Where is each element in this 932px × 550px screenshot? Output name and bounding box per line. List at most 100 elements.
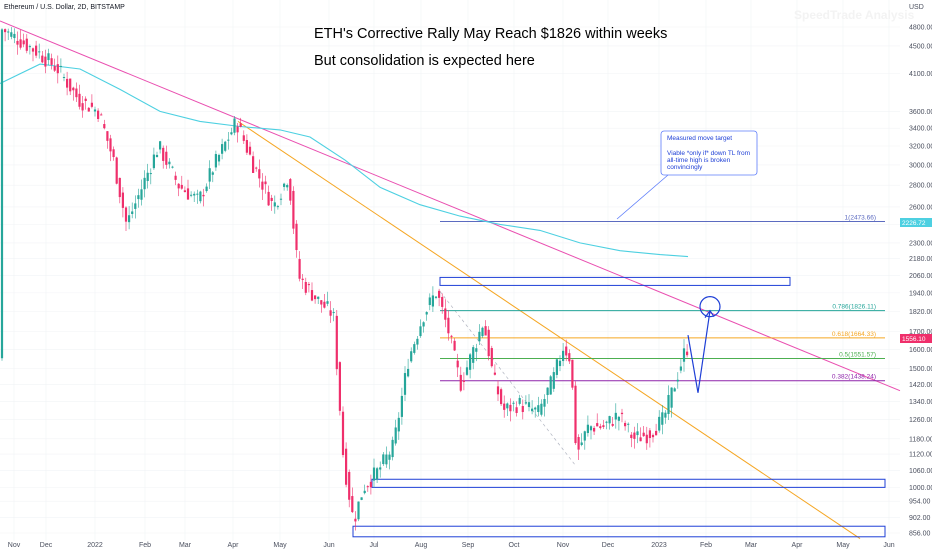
candle-body [565,346,568,356]
candle-body [267,191,270,206]
candle-body [577,437,580,450]
callout-line: convincingly [667,164,703,171]
price-zone [352,525,886,538]
candle-body [28,46,31,48]
candle-body [438,290,441,298]
candle-body [87,107,90,112]
x-tick-label: Mar [179,542,192,549]
fibonacci-levels: 1(2473.66) 0.786(1826.11) 0.618(1664.33) 0.… [440,215,885,382]
candle-body [537,405,540,413]
candle-body [360,497,363,500]
candle-body [645,434,648,444]
candle-body [658,416,661,431]
x-tick-label: May [836,542,850,549]
candle-body [217,154,221,162]
x-tick-label: 2022 [87,542,103,549]
candle-body [205,186,208,192]
x-tick-label: Feb [139,542,151,549]
candle-body [614,412,617,420]
candle-body [69,78,72,92]
candle-body [472,347,475,363]
candle-body [84,98,87,101]
candle-body [366,486,369,488]
candle-body [453,340,456,351]
y-tick-label: 1940.00 [909,290,932,297]
y-tick-label: 1340.00 [909,399,932,406]
candle-body [131,211,134,214]
axis-unit: USD [909,4,924,11]
projection-path [687,296,721,393]
candle-body [317,296,320,299]
candle-body [25,38,28,51]
candle-body [388,454,391,460]
candle-body [242,135,245,141]
candle-body [62,76,66,78]
ma-price-tag: 2226.72 [900,218,932,227]
moving-average [0,63,689,258]
candle-body [301,278,304,280]
candle-body [323,301,326,308]
candle-body [630,434,633,439]
callout-line: all-time high is broken [667,157,731,164]
subheadline: But consolidation is expected here [314,53,535,69]
secondary-trend-line [237,120,861,539]
candle-body [286,185,289,188]
candle-body [199,191,202,202]
callout-box [660,130,758,176]
x-tick-label: Nov [557,542,570,549]
x-tick-label: Jun [323,542,334,549]
candle-body [518,397,521,404]
candle-body [66,78,69,88]
candle-body [202,194,205,197]
candle-body [283,183,286,187]
candle-body [583,431,586,441]
current-price-value: 1556.10 [902,336,926,343]
callout-pointer [616,174,669,220]
candle-body [335,315,338,370]
candle-body [59,65,62,67]
callout-title: Measured move target [667,135,732,142]
candle-body [345,448,348,485]
candle-body [152,154,155,169]
candle-body [221,144,224,154]
candle-body [121,192,124,208]
candle-body [617,416,620,421]
candle-body [571,359,574,388]
candle-body [459,374,462,391]
candle-body [593,427,596,432]
candle-body [534,407,537,410]
candle-body [441,297,444,307]
candle-body [422,322,425,327]
candle-body [521,406,524,413]
candle-body [7,31,10,33]
y-tick-label: 1700.00 [909,329,932,336]
time-axis: Nov Dec 2022 Feb Mar Apr May Jun Jul Aug Sep Oct Nov… [8,542,895,549]
candle-body [431,295,434,307]
candle-body [506,403,509,409]
candle-body [255,167,258,169]
candle-body [193,193,196,196]
candle-body [211,172,214,175]
candle-body [394,427,397,444]
callout-line: Viable *only if* down TL from [667,150,750,157]
candle-body [270,197,273,201]
candle-body [410,351,413,362]
candle-body [31,48,35,52]
candle-body [143,177,146,190]
candle-body [531,408,534,412]
candle-body [655,430,658,436]
candle-body [540,403,543,415]
candle-body [4,29,7,33]
candle-body [44,56,47,67]
candle-body [444,308,447,320]
headline: ETH's Corrective Rally May Reach $1826 w… [314,26,667,42]
candle-body [546,387,549,396]
y-tick-label: 4100.00 [909,71,932,78]
candle-body [605,421,608,423]
current-price-tag: 1556.10 [900,334,932,343]
callout: Measured move target Viable *only if* do… [616,130,758,220]
candle-body [403,373,407,395]
candle-body [651,434,655,438]
candle-body [292,190,295,229]
